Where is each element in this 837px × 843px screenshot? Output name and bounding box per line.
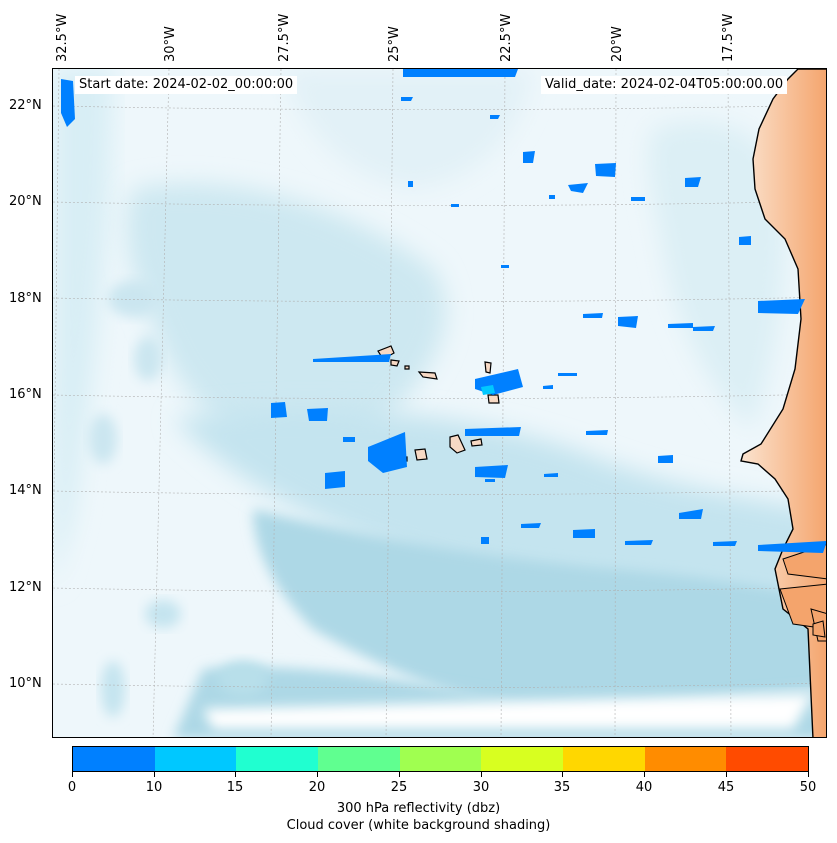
start-date-label: Start date: 2024-02-02_00:00:00 xyxy=(75,76,298,94)
colorbar-segment-15-20 xyxy=(236,747,319,771)
lon-label-30w: 30°W xyxy=(163,26,178,62)
lat-label-12n: 12°N xyxy=(9,580,42,595)
lat-label-14n: 14°N xyxy=(9,483,42,498)
lon-label-17-5w: 17.5°W xyxy=(721,13,736,62)
cloud-cover-layer xyxy=(53,69,826,737)
colorbar-segment-0-10 xyxy=(73,747,155,771)
colorbar-tick-35: 35 xyxy=(553,780,571,795)
colorbar-tick-50: 50 xyxy=(799,780,817,795)
lon-label-32-5w: 32.5°W xyxy=(55,13,70,62)
colorbar-segment-45-50 xyxy=(726,747,809,771)
map-canvas xyxy=(53,69,826,737)
colorbar-segment-20-25 xyxy=(318,747,400,771)
graticule xyxy=(53,69,826,737)
colorbar-title: 300 hPa reflectivity (dbz) xyxy=(336,801,501,816)
lon-label-22-5w: 22.5°W xyxy=(499,13,514,62)
colorbar-subtitle: Cloud cover (white background shading) xyxy=(286,818,551,833)
lat-label-20n: 20°N xyxy=(9,194,42,209)
africa-coastline xyxy=(740,69,826,737)
lon-label-25w: 25°W xyxy=(387,26,402,62)
reflectivity-layer xyxy=(61,69,826,553)
colorbar-tick-20: 20 xyxy=(308,780,326,795)
lat-label-10n: 10°N xyxy=(9,676,42,691)
colorbar-tick-30: 30 xyxy=(472,780,490,795)
colorbar-tick-10: 10 xyxy=(145,780,163,795)
colorbar-segment-30-35 xyxy=(481,747,564,771)
reflectivity-cells-10-15 xyxy=(481,385,495,395)
colorbar-segment-10-15 xyxy=(154,747,237,771)
lat-label-18n: 18°N xyxy=(9,291,42,306)
colorbar-segment-35-40 xyxy=(563,747,645,771)
valid-date-label: Valid_date: 2024-02-04T05:00:00.00 xyxy=(541,76,788,94)
lat-label-16n: 16°N xyxy=(9,387,42,402)
lon-label-20w: 20°W xyxy=(610,26,625,62)
colorbar-segment-40-45 xyxy=(644,747,727,771)
lat-label-22n: 22°N xyxy=(9,98,42,113)
colorbar xyxy=(72,746,809,772)
colorbar-tick-15: 15 xyxy=(226,780,244,795)
colorbar-segment-25-30 xyxy=(399,747,482,771)
cape-verde-islands xyxy=(377,345,500,462)
colorbar-tick-45: 45 xyxy=(717,780,735,795)
colorbar-tick-40: 40 xyxy=(635,780,653,795)
lon-label-27-5w: 27.5°W xyxy=(277,13,292,62)
map-panel xyxy=(52,68,827,738)
colorbar-tick-25: 25 xyxy=(390,780,408,795)
colorbar-tick-0: 0 xyxy=(67,780,77,795)
